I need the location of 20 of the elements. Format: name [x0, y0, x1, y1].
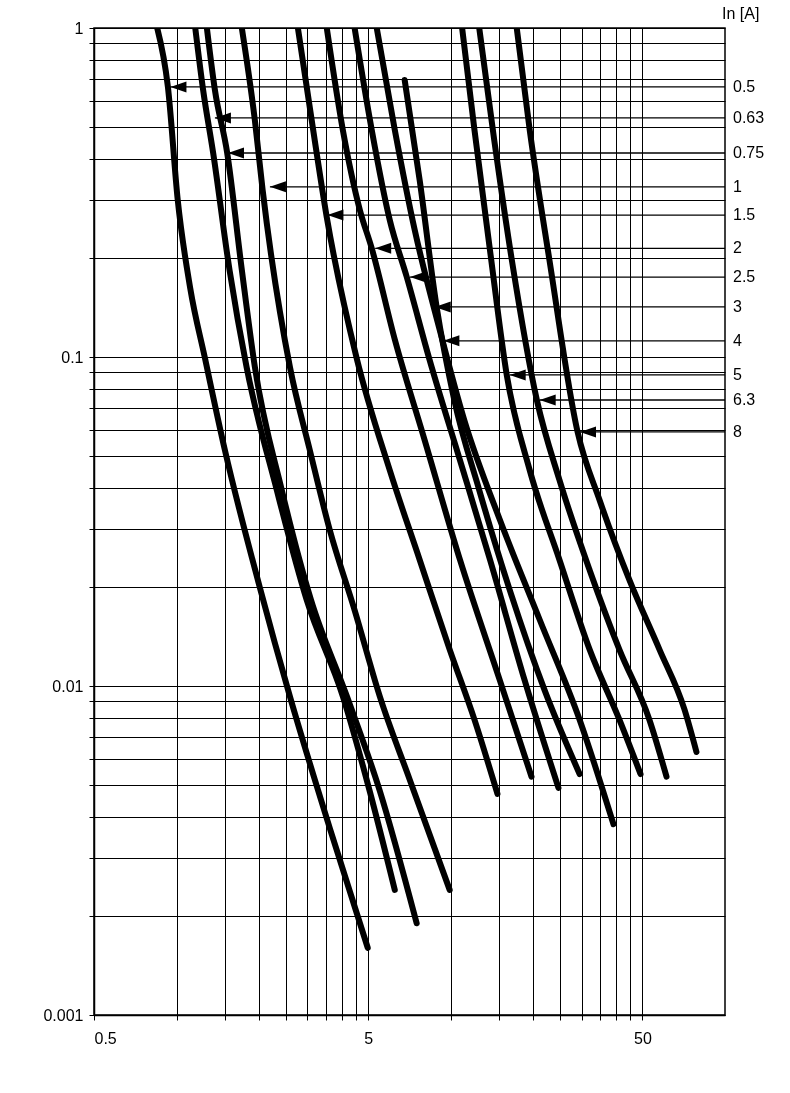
annotation: 0.75: [733, 143, 765, 161]
y-tick-label: 0.1: [61, 348, 84, 366]
annotation: 2: [733, 239, 742, 257]
annotation: 1.5: [733, 206, 756, 224]
y-tick-label: 0.01: [52, 677, 84, 695]
x-tick-label: 50: [634, 1029, 652, 1047]
annotation: 0.5: [733, 77, 756, 95]
y-tick-label: 1: [74, 19, 84, 37]
annotation: 8: [733, 422, 742, 440]
annotation: 3: [733, 297, 742, 315]
annotation: 2.5: [733, 268, 756, 286]
x-tick-label: 0.5: [94, 1029, 117, 1047]
text: In [A]: [722, 5, 760, 22]
annotation: 6.3: [733, 391, 756, 409]
x-tick-label: 5: [364, 1029, 374, 1047]
y-tick-label: 0.001: [43, 1006, 84, 1024]
annotation: 0.63: [733, 108, 765, 126]
annotation: 5: [733, 365, 742, 383]
annotation: 4: [733, 331, 742, 349]
annotation: 1: [733, 177, 742, 195]
